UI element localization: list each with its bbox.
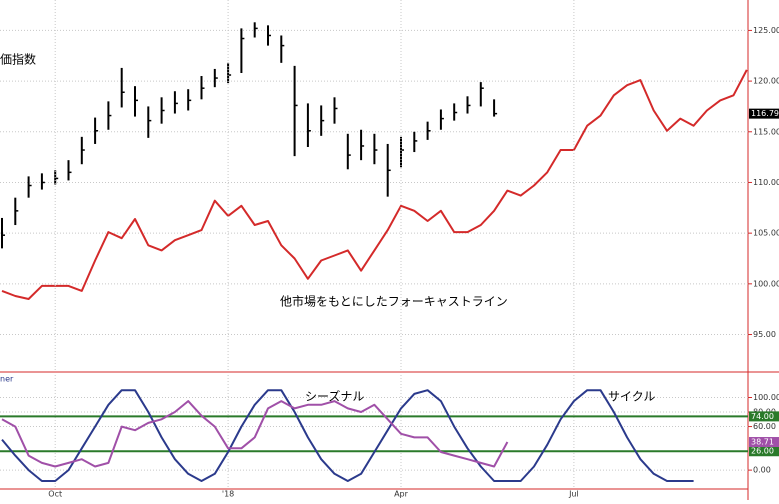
x-tick-label: Jul	[568, 490, 579, 499]
series-line	[1, 69, 748, 300]
y-tick-label: 105.00	[753, 229, 779, 238]
x-tick-label: Apr	[394, 490, 409, 499]
y-tick-label: 110.00	[753, 178, 779, 187]
panel-label: ner	[0, 375, 14, 384]
y-tick-label: 100.00	[753, 393, 779, 402]
x-tick-label: '18	[222, 490, 234, 499]
value-box	[749, 108, 779, 119]
x-tick-label: Oct	[48, 490, 62, 499]
y-tick-label: 125.00	[753, 26, 779, 35]
series-label: シーズナル	[305, 389, 364, 404]
reference-label: 26.00	[751, 447, 774, 456]
series-label: 価指数	[0, 52, 36, 67]
y-tick-label: 0.00	[753, 466, 771, 475]
series-line	[1, 400, 509, 468]
reference-label: 74.00	[751, 412, 774, 421]
y-tick-label: 115.00	[753, 127, 779, 136]
series-line	[1, 389, 694, 482]
y-tick-label: 60.00	[753, 422, 776, 431]
value-box	[749, 437, 779, 448]
value-label: 38.71	[751, 438, 774, 447]
y-tick-label: 95.00	[753, 330, 776, 339]
y-tick-label: 120.00	[753, 77, 779, 86]
value-box	[749, 411, 779, 422]
y-tick-label: 100.00	[753, 279, 779, 288]
value-box	[749, 446, 779, 457]
value-label: 116.79	[751, 109, 779, 118]
series-label: サイクル	[608, 390, 655, 404]
series-label: 他市場をもとにしたフォーキャストライン	[280, 294, 508, 309]
